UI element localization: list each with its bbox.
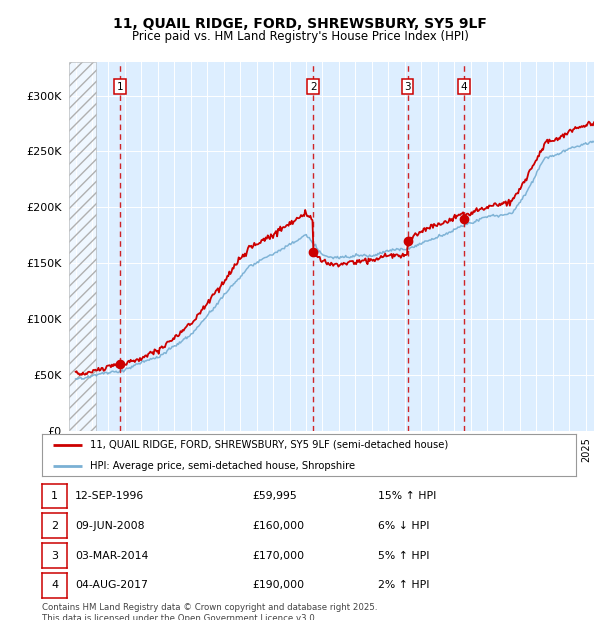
Text: 4: 4 [461, 82, 467, 92]
Text: £160,000: £160,000 [252, 521, 304, 531]
Text: 03-MAR-2014: 03-MAR-2014 [75, 551, 148, 560]
Text: 3: 3 [404, 82, 411, 92]
Text: 12-SEP-1996: 12-SEP-1996 [75, 491, 144, 501]
Text: 11, QUAIL RIDGE, FORD, SHREWSBURY, SY5 9LF (semi-detached house): 11, QUAIL RIDGE, FORD, SHREWSBURY, SY5 9… [90, 440, 448, 450]
Text: Price paid vs. HM Land Registry's House Price Index (HPI): Price paid vs. HM Land Registry's House … [131, 30, 469, 43]
Text: 15% ↑ HPI: 15% ↑ HPI [378, 491, 436, 501]
Text: £170,000: £170,000 [252, 551, 304, 560]
Text: £59,995: £59,995 [252, 491, 297, 501]
Text: 2: 2 [310, 82, 317, 92]
Text: 11, QUAIL RIDGE, FORD, SHREWSBURY, SY5 9LF: 11, QUAIL RIDGE, FORD, SHREWSBURY, SY5 9… [113, 17, 487, 32]
Text: 04-AUG-2017: 04-AUG-2017 [75, 580, 148, 590]
Text: 09-JUN-2008: 09-JUN-2008 [75, 521, 145, 531]
Bar [69, 62, 96, 431]
Text: 6% ↓ HPI: 6% ↓ HPI [378, 521, 430, 531]
Text: 3: 3 [51, 551, 58, 560]
Bar [69, 62, 96, 431]
Text: 2: 2 [51, 521, 58, 531]
Text: 2% ↑ HPI: 2% ↑ HPI [378, 580, 430, 590]
Text: Contains HM Land Registry data © Crown copyright and database right 2025.
This d: Contains HM Land Registry data © Crown c… [42, 603, 377, 620]
Text: 5% ↑ HPI: 5% ↑ HPI [378, 551, 430, 560]
Text: HPI: Average price, semi-detached house, Shropshire: HPI: Average price, semi-detached house,… [90, 461, 355, 471]
Text: 4: 4 [51, 580, 58, 590]
Text: 1: 1 [117, 82, 124, 92]
Text: £190,000: £190,000 [252, 580, 304, 590]
Text: 1: 1 [51, 491, 58, 501]
